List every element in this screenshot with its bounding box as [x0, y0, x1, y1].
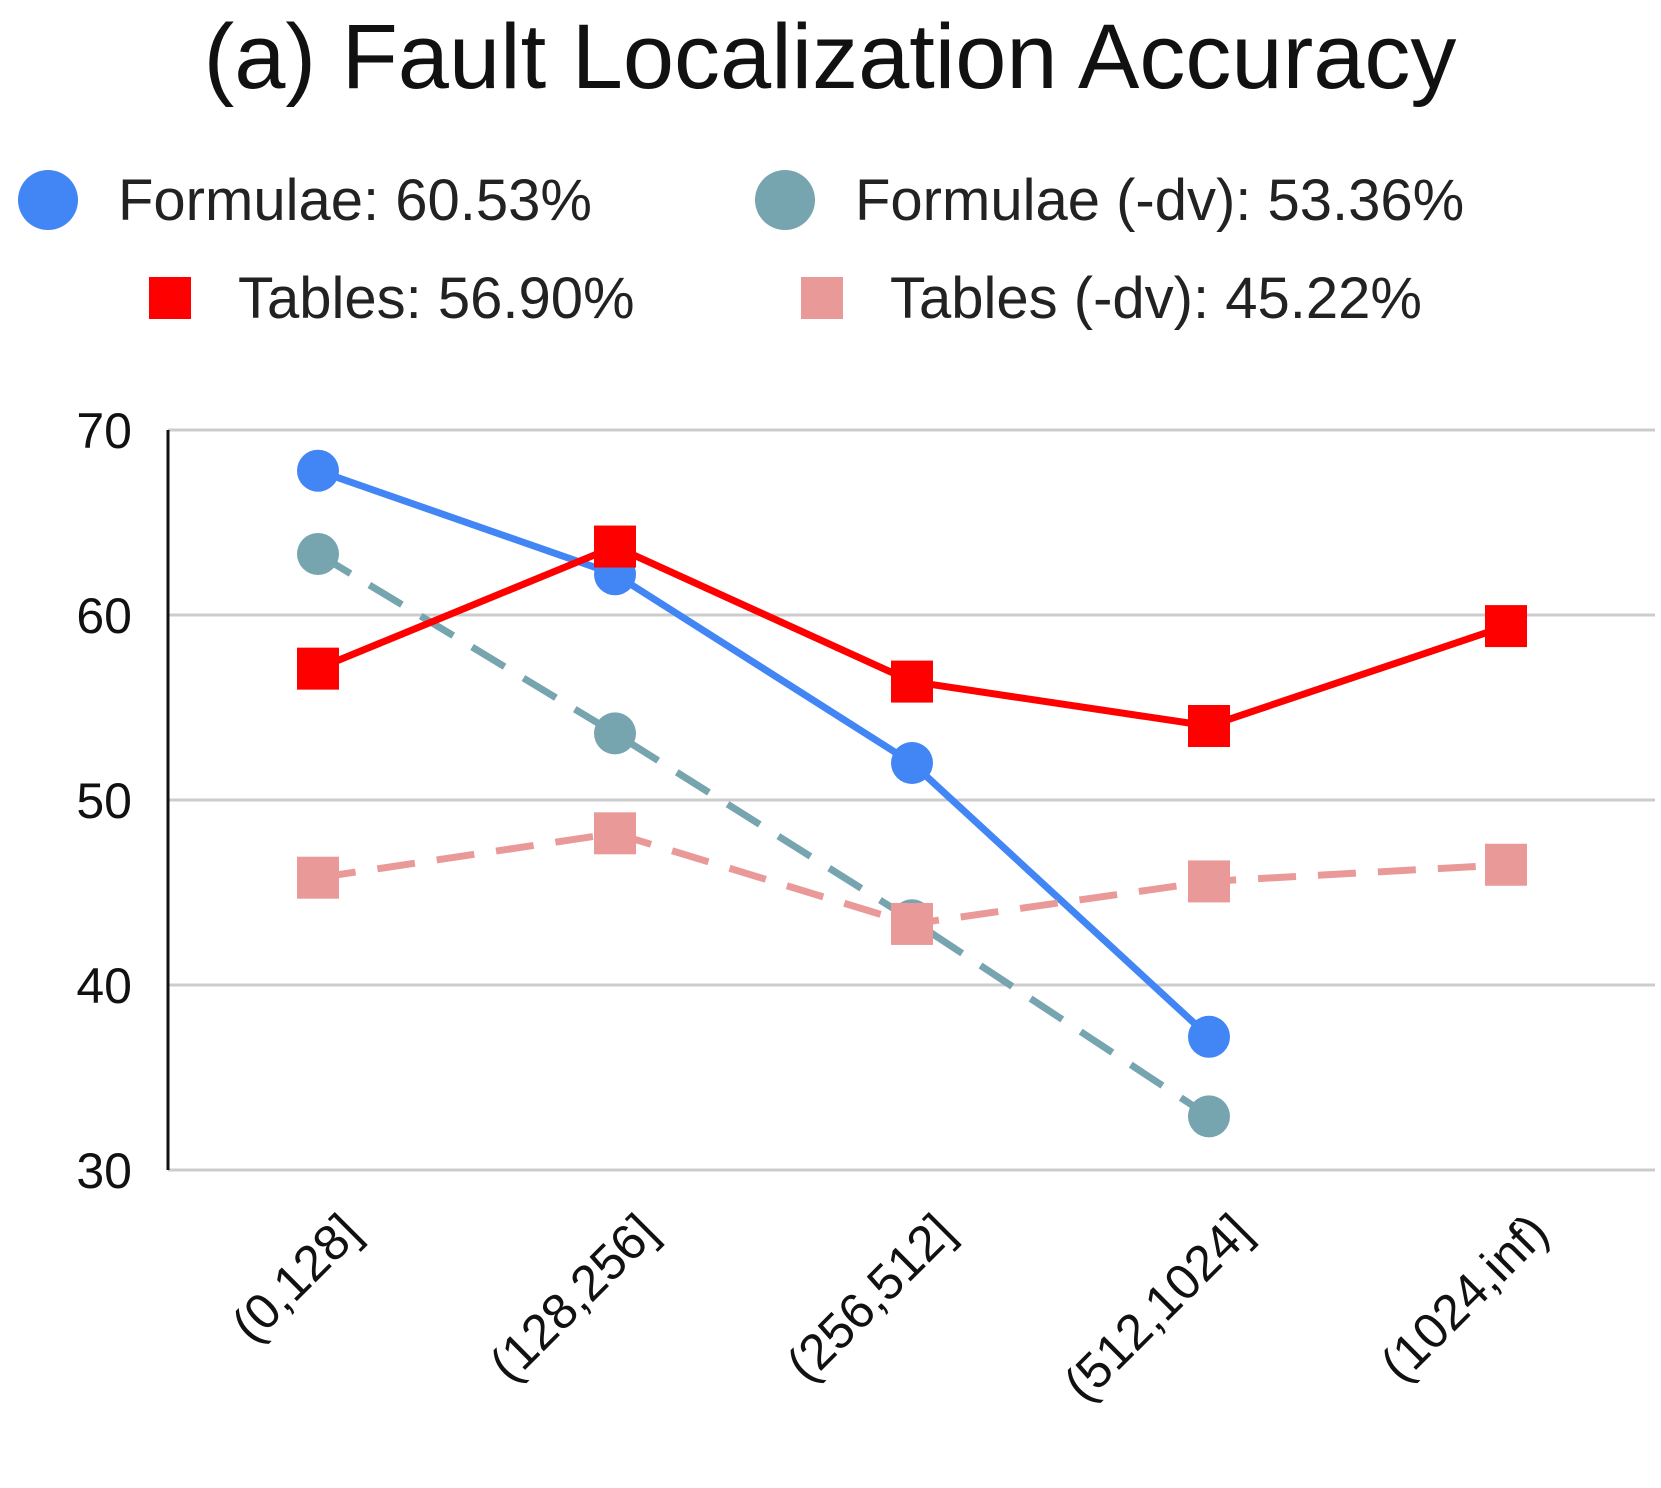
- chart-title: (a) Fault Localization Accuracy: [204, 6, 1457, 108]
- series-3: [297, 812, 1527, 945]
- x-tick-label: (256,512]: [776, 1203, 965, 1392]
- x-tick-label: (128,256]: [479, 1203, 668, 1392]
- legend-marker: [18, 170, 78, 230]
- series-0: [297, 449, 1230, 1058]
- series-line: [316, 550, 1211, 1120]
- data-point: [1485, 843, 1527, 886]
- legend-item: Formulae (-dv): 53.36%: [755, 168, 1464, 233]
- legend-label: Tables: 56.90%: [238, 266, 635, 331]
- gridlines: [168, 428, 1655, 1172]
- legend-label: Tables (-dv): 45.22%: [890, 266, 1422, 331]
- x-tick-label: (0,128]: [221, 1203, 371, 1353]
- legend-item: Tables (-dv): 45.22%: [801, 266, 1422, 331]
- legend-label: Formulae: 60.53%: [118, 168, 592, 233]
- legend: Formulae: 60.53% Formulae (-dv): 53.36% Ta…: [18, 168, 1464, 331]
- legend-label: Formulae (-dv): 53.36%: [855, 168, 1464, 233]
- data-point: [594, 812, 636, 855]
- data-point: [891, 742, 933, 784]
- series-1: [297, 532, 1230, 1138]
- data-point: [594, 525, 636, 568]
- legend-marker: [801, 277, 843, 319]
- data-point: [1188, 1015, 1230, 1058]
- data-point: [891, 902, 933, 945]
- legend-marker: [755, 170, 815, 230]
- series-2: [297, 525, 1527, 747]
- data-point: [891, 660, 933, 703]
- data-point: [297, 647, 339, 690]
- legend-item: Formulae: 60.53%: [18, 168, 592, 233]
- y-tick-label: 70: [76, 403, 132, 459]
- x-tick-label: (1024,inf): [1370, 1203, 1559, 1392]
- data-point: [297, 449, 339, 492]
- series-group: [297, 449, 1527, 1138]
- legend-marker: [149, 277, 191, 319]
- data-point: [1188, 1095, 1230, 1138]
- x-axis-ticks: (0,128] (128,256] (256,512] (512,1024] (1024…: [221, 1203, 1559, 1412]
- data-point: [297, 532, 339, 575]
- y-tick-label: 50: [76, 773, 132, 829]
- x-tick-label: (512,1024]: [1053, 1203, 1262, 1412]
- y-tick-label: 40: [76, 958, 132, 1014]
- data-point: [1485, 605, 1527, 648]
- y-tick-label: 30: [76, 1143, 132, 1199]
- y-axis-ticks: 30 40 50 60 70: [76, 403, 132, 1199]
- data-point: [297, 856, 339, 899]
- legend-item: Tables: 56.90%: [149, 266, 635, 331]
- data-point: [594, 712, 636, 755]
- data-point: [1188, 860, 1230, 903]
- series-line: [316, 467, 1212, 1040]
- y-tick-label: 60: [76, 588, 132, 644]
- data-point: [1188, 705, 1230, 747]
